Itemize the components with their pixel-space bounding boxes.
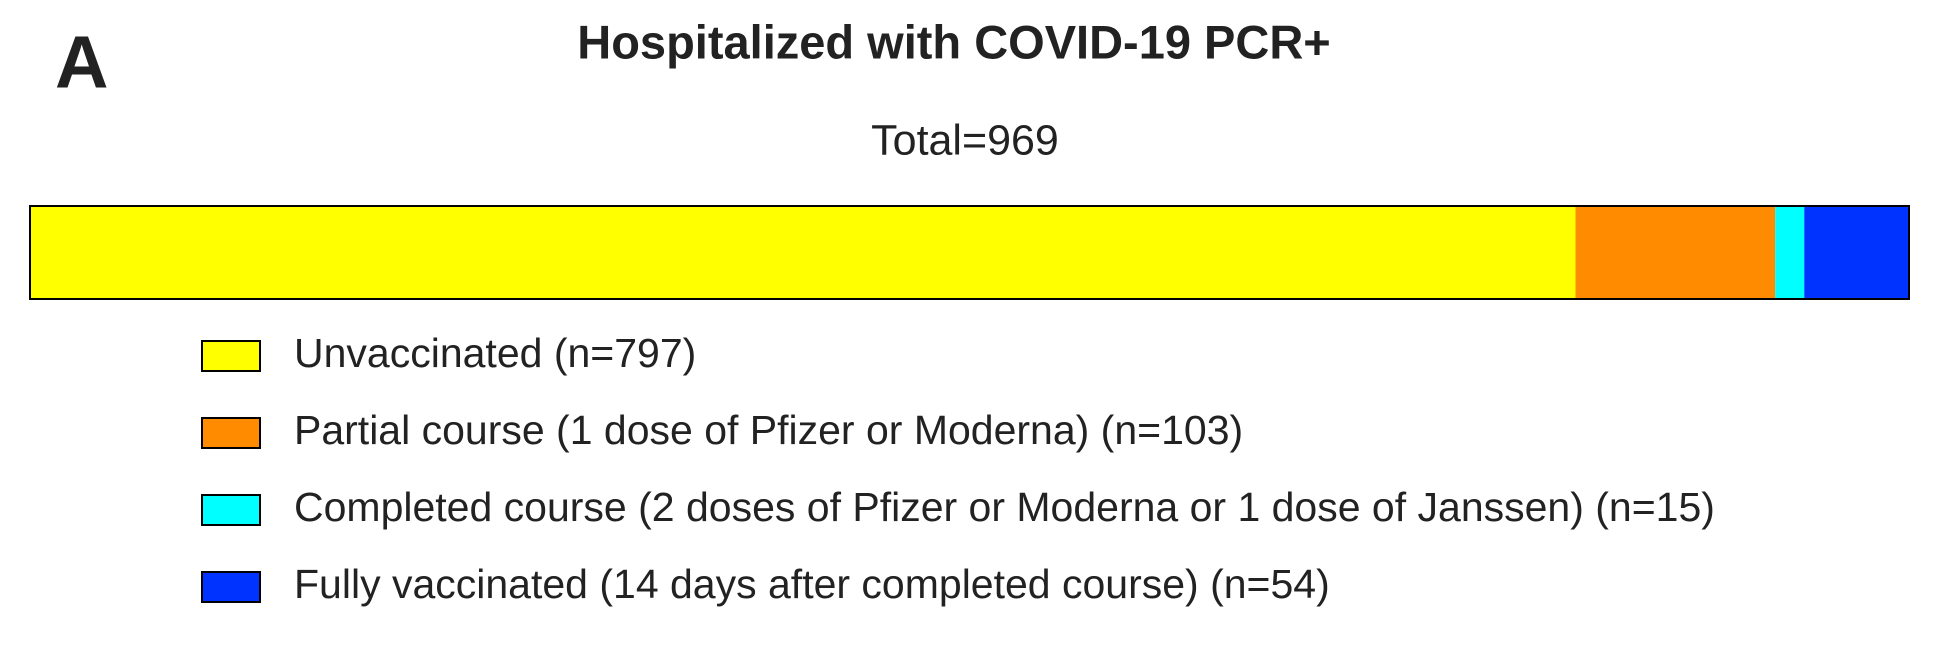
bar-segment [1575,206,1776,299]
bar-segment [1775,206,1805,299]
bar-segment [1804,206,1909,299]
legend-label: Unvaccinated (n=797) [294,330,696,376]
legend-swatch [201,340,261,372]
panel-label: A [55,21,108,104]
legend-label: Fully vaccinated (14 days after complete… [294,561,1330,607]
legend-swatch [201,494,261,526]
legend-swatch [201,571,261,603]
legend-swatch [201,417,261,449]
legend-label: Partial course (1 dose of Pfizer or Mode… [294,407,1243,453]
bar-frame [29,205,1910,300]
legend-label: Completed course (2 doses of Pfizer or M… [294,484,1715,530]
chart-title: Hospitalized with COVID-19 PCR+ [577,15,1330,68]
bar-segment [30,206,1576,299]
chart-subtitle: Total=969 [871,116,1059,164]
